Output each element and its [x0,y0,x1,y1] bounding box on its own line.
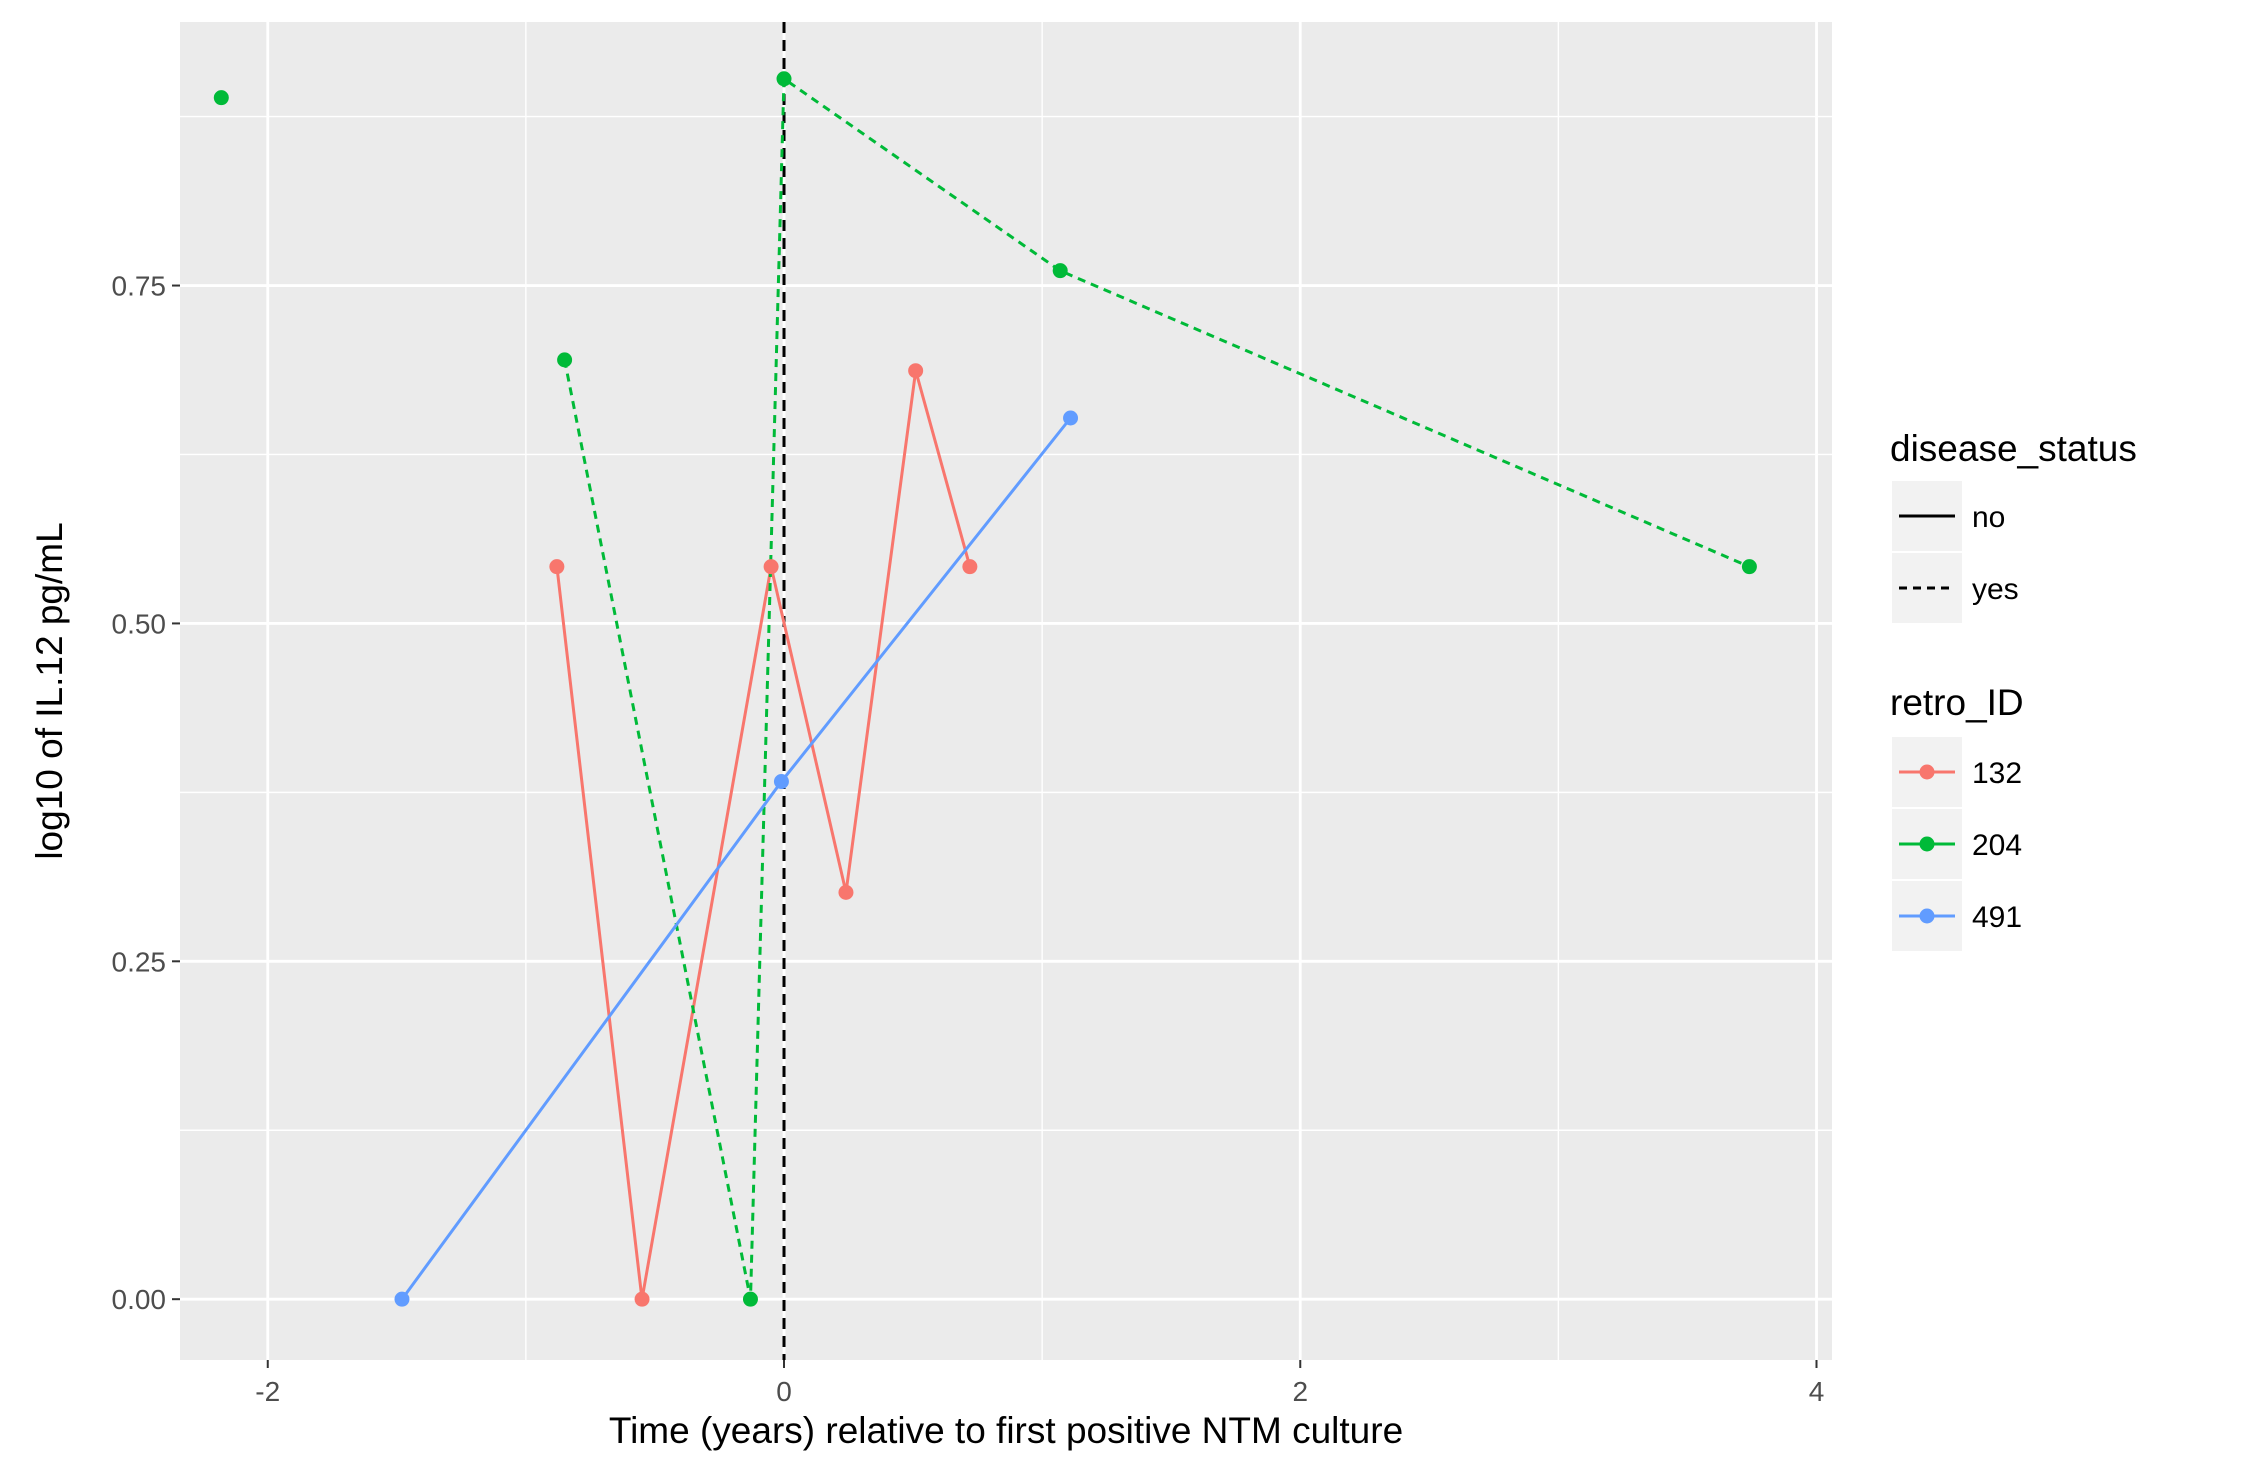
y-tick-label: 0.00 [112,1284,167,1315]
data-point-204 [742,1291,758,1307]
legend-point-491 [1919,908,1935,924]
legend-title-retro-id: retro_ID [1890,682,2024,723]
legend-label-204: 204 [1972,829,2022,862]
data-point-132 [634,1291,650,1307]
legend-label-no: no [1972,501,2005,534]
data-point-204 [1741,559,1757,575]
panel-background [180,22,1832,1360]
x-axis-ticks: -2 0 2 4 [255,1360,1824,1407]
y-tick-label: 0.50 [112,608,167,639]
legend-label-132: 132 [1972,757,2022,790]
major-gridlines [180,22,1832,1360]
data-point-491 [394,1291,410,1307]
x-tick-label: 2 [1292,1376,1308,1407]
x-axis-title: Time (years) relative to first positive … [609,1410,1403,1451]
data-point-204 [557,352,573,368]
x-tick-label: -2 [255,1376,280,1407]
legend-title-disease-status: disease_status [1890,428,2137,469]
legend-point-204 [1919,836,1935,852]
data-point-132 [908,363,924,379]
y-tick-label: 0.75 [112,271,167,302]
series-points [213,71,1757,1307]
data-point-491 [773,774,789,790]
x-tick-label: 4 [1809,1376,1825,1407]
data-point-132 [763,559,779,575]
y-tick-label: 0.25 [112,946,167,977]
data-point-204 [776,71,792,87]
legend-label-yes: yes [1972,573,2019,606]
y-axis-ticks: 0.00 0.25 0.50 0.75 [112,271,180,1315]
series-line-204 [563,77,1750,1301]
series-line-132 [555,369,972,1301]
legend-label-491: 491 [1972,901,2022,934]
y-axis-title: log10 of IL.12 pg/mL [29,522,70,859]
data-point-132 [549,559,565,575]
data-point-132 [962,559,978,575]
minor-gridlines [180,22,1832,1360]
x-tick-label: 0 [776,1376,792,1407]
data-point-491 [1063,410,1079,426]
legend-point-132 [1919,764,1935,780]
data-point-132 [838,884,854,900]
data-point-204 [213,90,229,106]
data-point-204 [1052,263,1068,279]
